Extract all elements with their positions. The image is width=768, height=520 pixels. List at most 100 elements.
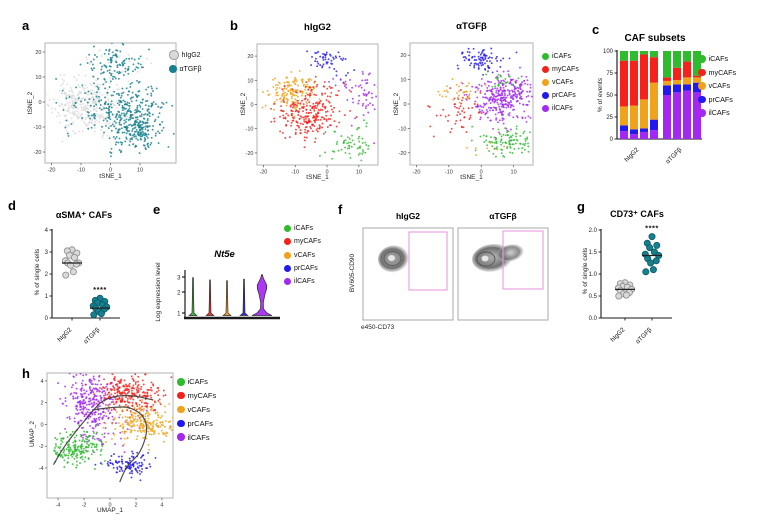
panel-g-yaxis-title: % of single cells xyxy=(582,247,589,295)
scatter-points xyxy=(45,43,175,158)
svg-text:20: 20 xyxy=(400,53,406,59)
group-label: αTGFβ xyxy=(82,326,101,345)
legend-item-prCAFs: prCAFs xyxy=(284,262,321,275)
plot-frame xyxy=(46,372,174,499)
panel-h-umap-plot: -4 -2 0 2 4 4 2 0 -2 -4 xyxy=(39,372,174,509)
panel-b-atgfb-title: αTGFβ xyxy=(456,21,487,32)
legend-label: prCAFs xyxy=(552,92,576,99)
x-axis-ticks: -20 -10 0 10 xyxy=(259,165,362,176)
svg-text:-4: -4 xyxy=(39,466,44,472)
svg-text:-2: -2 xyxy=(82,503,87,509)
scatter-points xyxy=(427,47,533,158)
panel-f-xaxis-title: e450-CD73 xyxy=(361,324,395,331)
legend-label: iCAFs xyxy=(552,53,572,60)
legend-item-iCAFs: iCAFs xyxy=(542,50,579,63)
violin-vCAFs xyxy=(222,280,232,316)
prCAFs-color-dot xyxy=(284,265,291,273)
svg-text:0: 0 xyxy=(38,100,41,106)
violin-myCAFs xyxy=(205,279,215,316)
legend-label: vCAFs xyxy=(552,79,573,86)
legend-label: αTGFβ xyxy=(179,65,202,73)
svg-text:0.0: 0.0 xyxy=(589,316,598,322)
svg-text:-10: -10 xyxy=(445,170,453,176)
panel-e-violin-plot: 3 2 1 xyxy=(177,270,280,320)
svg-text:0: 0 xyxy=(108,503,111,509)
iCAFs-color-dot xyxy=(698,55,706,63)
significance-stars: **** xyxy=(93,285,107,294)
svg-text:-10: -10 xyxy=(77,168,85,174)
svg-text:0: 0 xyxy=(403,102,406,108)
iCAFs-color-dot xyxy=(284,225,291,233)
dot-group-αTGFβ xyxy=(89,294,111,319)
panel-b-higg2-title: hIgG2 xyxy=(304,22,331,33)
panel-a-tsne-plot: -20 -10 0 10 20 10 0 -10 -20 xyxy=(34,42,177,174)
panel-e-label: e xyxy=(153,202,161,217)
y-axis-ticks: 20 10 0 -10 -20 xyxy=(34,50,45,156)
legend-item-myCAFs: myCAFs xyxy=(698,66,736,80)
legend-item-vCAFs: vCAFs xyxy=(542,76,579,89)
legend-label: ilCAFs xyxy=(187,432,210,442)
panel-e-yaxis-title: Log expression level xyxy=(155,262,162,322)
legend-item-myCAFs: myCAFs xyxy=(177,389,216,403)
stacked-bars xyxy=(620,51,701,139)
y-axis-ticks: 20 10 0 -10 -20 xyxy=(246,54,257,157)
svg-text:-20: -20 xyxy=(246,151,254,157)
myCAFs-color-dot xyxy=(284,238,291,246)
panel-d-label: d xyxy=(8,198,16,213)
y-axis-ticks: 100 75 50 25 0 xyxy=(603,49,617,143)
iCAFs-color-dot xyxy=(542,53,549,60)
legend-label: hIgG2 xyxy=(181,51,201,59)
svg-text:2: 2 xyxy=(45,272,49,278)
svg-text:-4: -4 xyxy=(56,503,61,509)
vCAFs-color-dot xyxy=(698,82,706,90)
dot-group-hIgG2 xyxy=(614,279,636,300)
svg-text:10: 10 xyxy=(137,168,143,174)
legend-item-iCAFs: iCAFs xyxy=(284,222,321,235)
legend-item-hIgG2: hIgG2 xyxy=(169,48,202,62)
legend-label: ilCAFs xyxy=(552,105,573,112)
hIgG2-color-dot xyxy=(169,50,179,60)
legend-label: iCAFs xyxy=(187,377,208,387)
legend-item-vCAFs: vCAFs xyxy=(284,249,321,262)
myCAFs-color-dot xyxy=(698,68,706,76)
prCAFs-color-dot xyxy=(542,92,549,99)
svg-text:10: 10 xyxy=(356,170,362,176)
αTGFβ-color-dot xyxy=(169,65,177,73)
x-axis-ticks: -4 -2 0 2 4 xyxy=(56,498,163,509)
svg-text:20: 20 xyxy=(35,50,41,56)
svg-text:-10: -10 xyxy=(34,125,42,131)
panel-b1-xaxis-title: tSNE_1 xyxy=(306,174,329,181)
panel-f-atgfb-title: αTGFβ xyxy=(489,211,517,221)
svg-text:10: 10 xyxy=(511,170,517,176)
y-axis-ticks: 20 10 0 -10 -20 xyxy=(399,53,410,157)
legend-label: vCAFs xyxy=(187,404,211,414)
legend-item-iCAFs: iCAFs xyxy=(698,52,736,66)
svg-text:3: 3 xyxy=(177,275,181,281)
panel-c-subset-legend: iCAFs myCAFs vCAFs prCAFs ilCAFs xyxy=(698,52,736,120)
legend-item-ilCAFs: ilCAFs xyxy=(177,430,216,444)
myCAFs-color-dot xyxy=(177,391,185,400)
panel-b-atgfb-tsne-plot: -20 -10 0 10 20 10 0 -10 -20 xyxy=(399,42,534,176)
svg-text:25: 25 xyxy=(606,115,613,121)
x-axis-ticks: -20 -10 0 10 xyxy=(412,165,517,176)
group-label: αTGFβ xyxy=(634,326,653,345)
svg-text:0: 0 xyxy=(109,168,112,174)
panel-h-xaxis-title: UMAP_1 xyxy=(96,507,123,514)
panel-h-yaxis-title: UMAP_2 xyxy=(29,421,36,448)
panel-a-yaxis-title: tSNE_2 xyxy=(27,91,34,115)
panel-d-dot-plot: 0 1 2 3 4 hIgG2 **** αTGFβ xyxy=(45,228,120,345)
legend-item-myCAFs: myCAFs xyxy=(284,235,321,248)
violin-iCAFs xyxy=(188,277,198,316)
legend-item-myCAFs: myCAFs xyxy=(542,63,579,76)
vCAFs-color-dot xyxy=(284,251,291,259)
y-axis-ticks: 0.0 0.5 1.0 1.5 2.0 xyxy=(589,228,601,322)
panel-g-label: g xyxy=(577,199,585,214)
scatter-points xyxy=(257,50,378,162)
panel-d-yaxis-title: % of single cells xyxy=(34,248,41,296)
legend-label: prCAFs xyxy=(187,418,213,428)
y-axis-ticks: 4 2 0 -2 -4 xyxy=(39,379,47,472)
svg-text:2: 2 xyxy=(177,290,181,296)
legend-label: vCAFs xyxy=(708,81,731,91)
svg-text:4: 4 xyxy=(45,228,49,234)
